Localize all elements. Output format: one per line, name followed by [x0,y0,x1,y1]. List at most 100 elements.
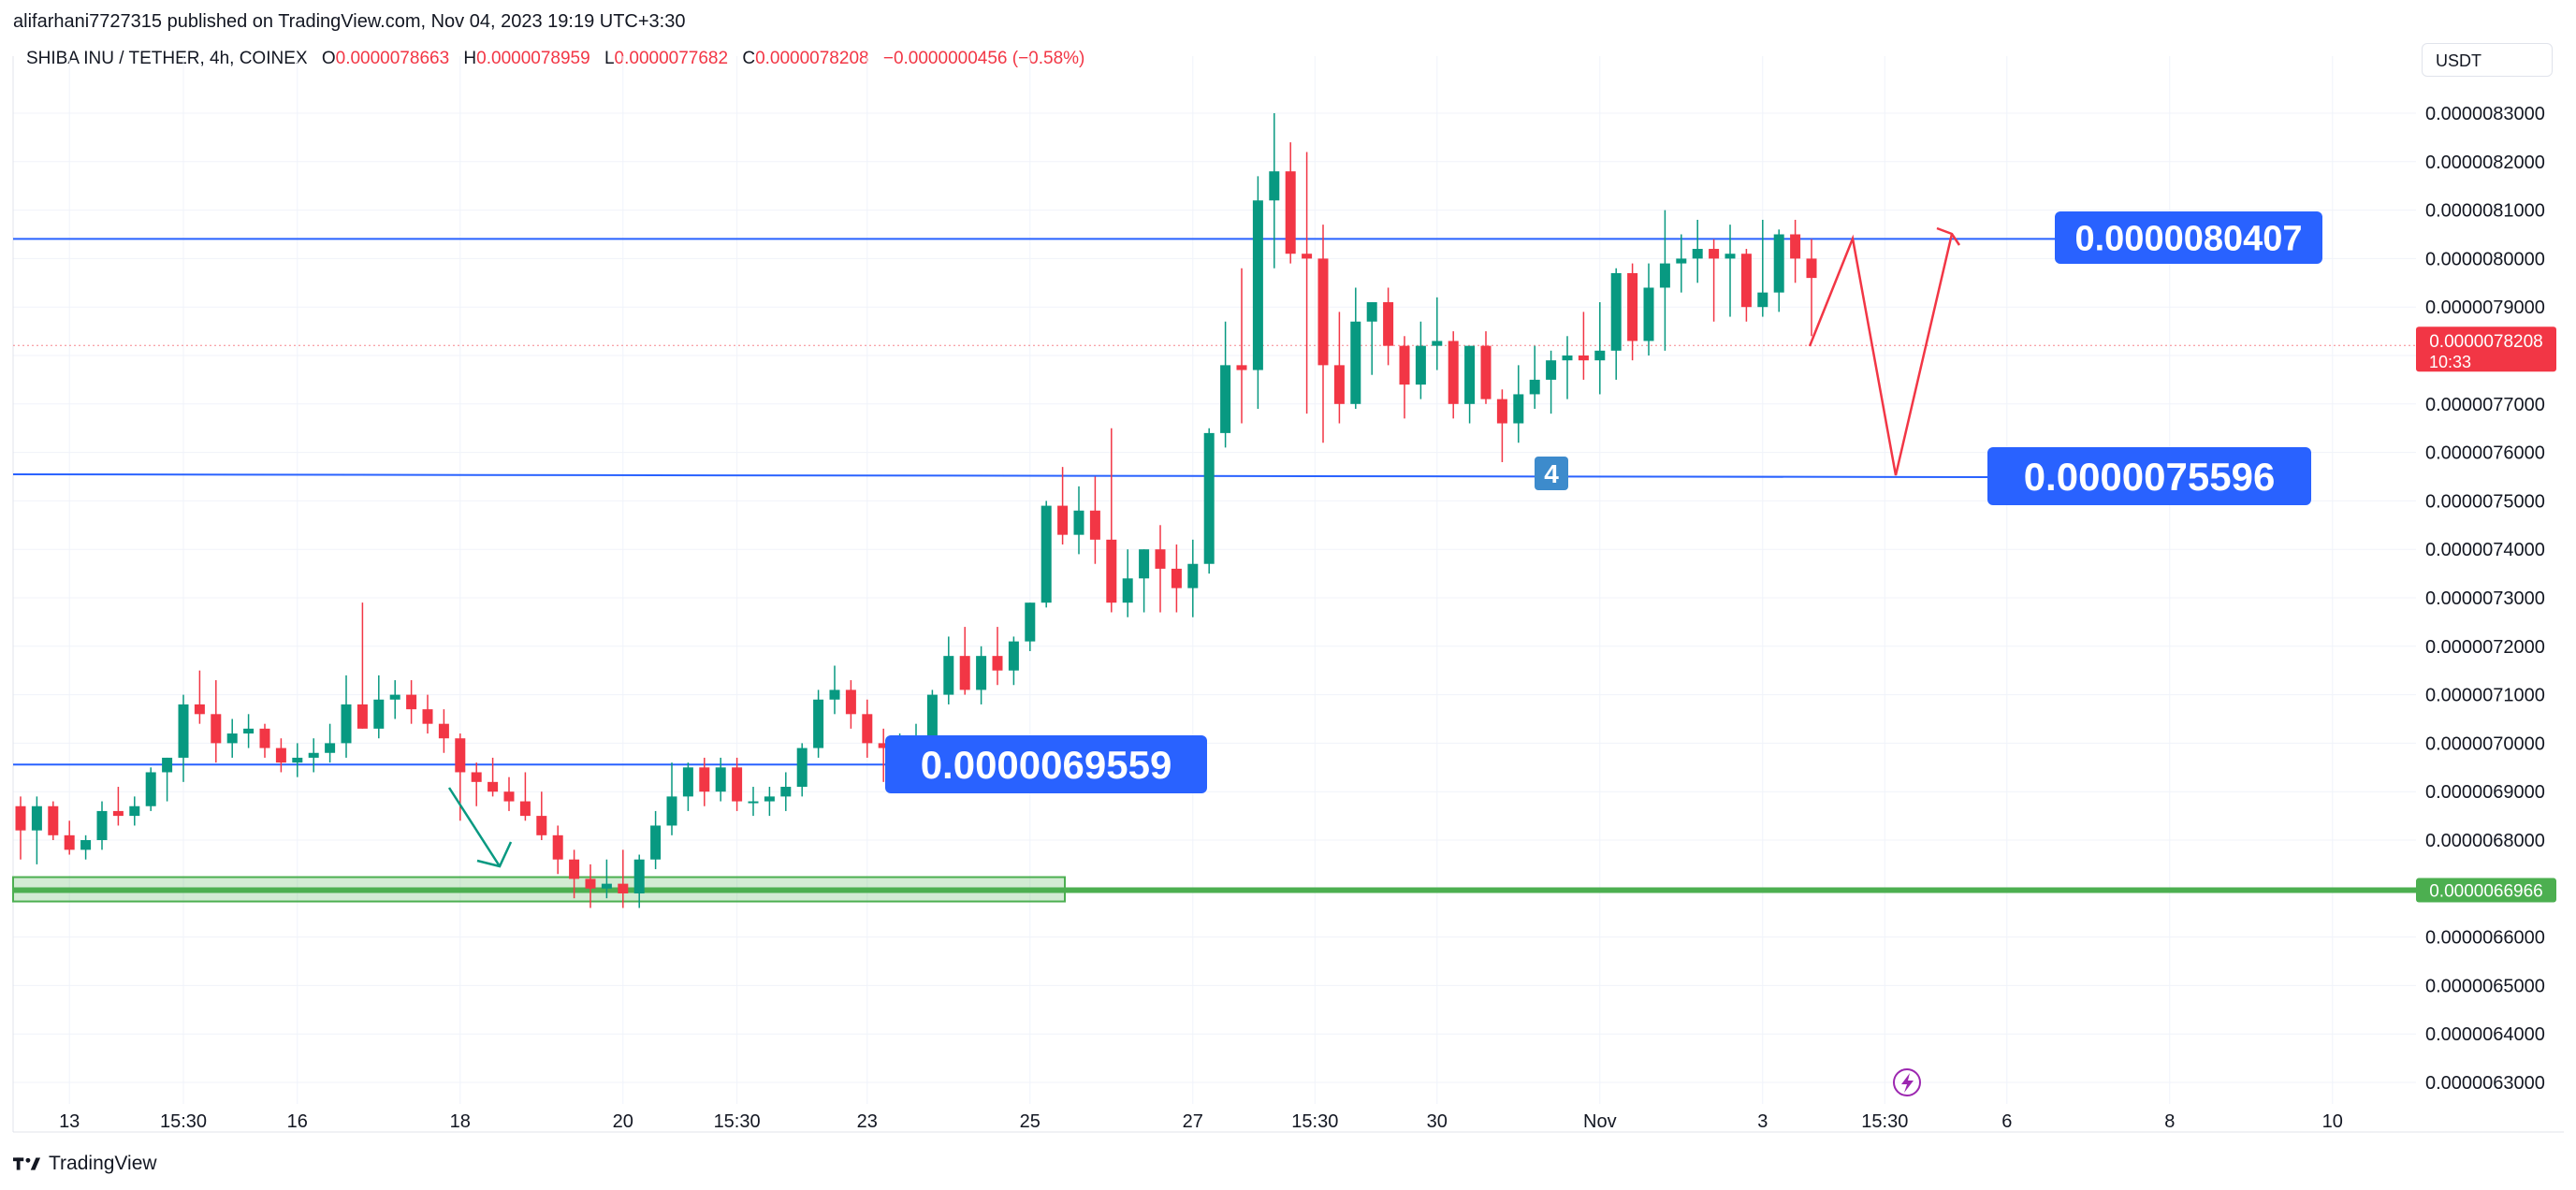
currency-button[interactable]: USDT [2422,43,2553,77]
resistance-label: 0.0000080407 [2074,220,2302,259]
candle-body [112,810,124,817]
candle-body [519,801,531,817]
x-tick-label: 15:30 [1291,1111,1338,1132]
y-tick-label: 0.0000070000 [2425,733,2545,754]
candle-body [48,805,59,835]
candle-body [1757,292,1768,308]
candle-body [1496,399,1507,424]
y-tick-label: 0.0000073000 [2425,588,2545,609]
support-line [12,473,1990,478]
candle-body [943,656,954,695]
projection-arrow-head [1936,226,1961,246]
candle-body [389,694,400,700]
low-value: 0.0000077682 [614,49,729,68]
x-tick-label: Nov [1583,1111,1617,1132]
candle-body [552,834,563,860]
y-tick-label: 0.0000064000 [2425,1024,2545,1045]
last-price-countdown: 10:33 [2429,353,2471,371]
symbol-legend: SHIBA INU / TETHER, 4h, COINEX O0.000007… [26,49,1084,69]
x-tick-label: 6 [2001,1111,2012,1132]
candle-body [682,767,693,797]
y-tick-label: 0.0000079000 [2425,298,2545,318]
y-tick-label: 0.0000076000 [2425,443,2545,464]
x-tick-label: 15:30 [1861,1111,1908,1132]
y-tick-label: 0.0000071000 [2425,686,2545,706]
x-tick-label: 15:30 [714,1111,761,1132]
candle-body [1546,360,1557,380]
candle-body [259,728,270,748]
x-tick-label: 25 [1020,1111,1041,1132]
candle-body [1057,505,1069,535]
x-tick-label: 10 [2322,1111,2343,1132]
candle-body [422,709,433,724]
candle-body [373,699,385,729]
candle-body [633,859,645,893]
candle-body [194,704,205,715]
candle-body [569,859,580,879]
y-tick-label: 0.0000063000 [2425,1073,2545,1094]
candle-body [96,810,108,840]
candle-body [618,883,629,893]
x-tick-label: 16 [287,1111,308,1132]
projection-path [1808,233,1954,476]
symbol-title: SHIBA INU / TETHER, 4h, COINEX [26,49,308,68]
candle-body [1220,365,1231,433]
candle-body [845,689,856,715]
footer-brand-label: TradingView [49,1153,157,1174]
candle-body [1008,641,1019,671]
y-tick-label: 0.0000072000 [2425,637,2545,658]
candle-body [488,781,499,792]
candle-body [1740,254,1752,308]
candle-body [80,840,92,850]
level-low-label-bg [885,735,1207,793]
candle-body [1122,578,1133,603]
candle-body [275,747,286,763]
candle-body [536,816,547,835]
candle-body [1627,272,1638,341]
candle-body [162,757,173,773]
close-value: 0.0000078208 [755,49,869,68]
down-arrow-head [476,841,513,868]
candle-body [15,805,26,831]
x-tick-label: 13 [59,1111,80,1132]
candle-body [992,656,1003,671]
y-tick-label: 0.0000069000 [2425,782,2545,803]
candle-body [31,805,42,831]
candle-body [1350,321,1361,404]
candle-body [862,714,873,744]
candle-body [1432,341,1443,346]
lightning-glyph [1901,1073,1914,1093]
y-tick-label: 0.0000065000 [2425,976,2545,996]
candle-body [308,752,319,758]
candle-body [1725,254,1736,259]
candle-body [1269,171,1280,201]
candle-body [129,805,140,817]
high-label: H [463,49,477,68]
candle-body [1302,254,1313,259]
open-value: 0.0000078663 [335,49,450,68]
candle-body [1252,200,1263,370]
candle-body [1415,345,1426,385]
candle-body [1464,345,1476,404]
candle-body [666,796,677,826]
candle-body [211,714,222,744]
candle-body [1594,350,1606,361]
candle-body [1073,510,1084,535]
candle-body [1610,272,1622,351]
candle-body [1155,549,1166,569]
candle-body [764,796,775,802]
candle-body [699,767,710,792]
candle-body [1106,539,1117,603]
candle-body [1285,171,1296,254]
marker-badge: 4 [1544,459,1559,488]
level-low-label: 0.0000069559 [921,743,1172,787]
x-tick-label: 18 [450,1111,471,1132]
candle-body [601,883,612,889]
candle-body [325,743,336,753]
y-tick-label: 0.0000077000 [2425,395,2545,415]
y-tick-label: 0.0000083000 [2425,104,2545,124]
candle-body [1578,356,1589,361]
candle-body [748,801,759,804]
candle-body [1790,234,1801,259]
